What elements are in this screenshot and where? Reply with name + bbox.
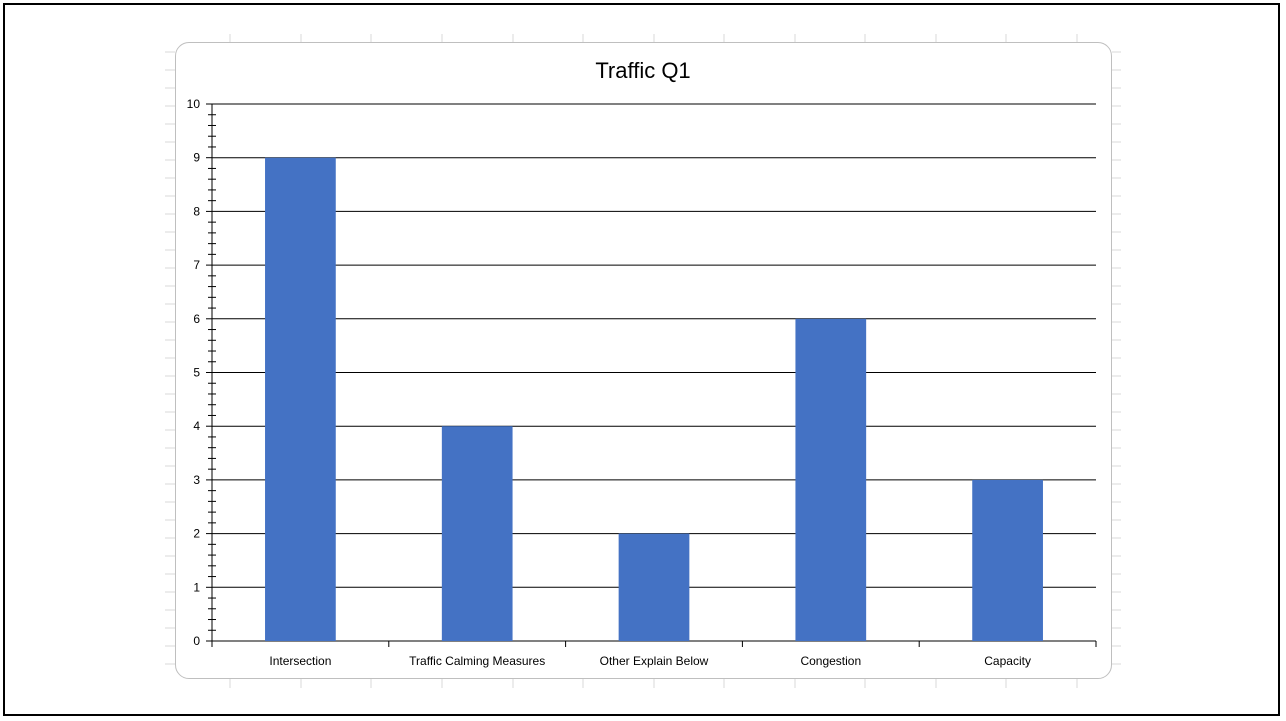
bar[interactable] bbox=[618, 533, 690, 641]
y-tick-label: 0 bbox=[193, 634, 200, 648]
x-tick-label: Congestion bbox=[800, 654, 861, 668]
bar[interactable] bbox=[441, 426, 513, 641]
x-tick-label: Intersection bbox=[269, 654, 331, 668]
y-tick-label: 10 bbox=[187, 97, 201, 111]
chart-title[interactable]: Traffic Q1 bbox=[595, 58, 691, 83]
bar[interactable] bbox=[265, 157, 336, 641]
y-tick-label: 4 bbox=[193, 419, 200, 433]
x-tick-label: Capacity bbox=[984, 654, 1031, 668]
y-tick-label: 6 bbox=[193, 312, 200, 326]
y-tick-label: 5 bbox=[193, 366, 200, 380]
bar[interactable] bbox=[795, 318, 867, 641]
y-tick-label: 3 bbox=[193, 473, 200, 487]
x-tick-label: Other Explain Below bbox=[600, 654, 709, 668]
y-tick-label: 7 bbox=[193, 258, 200, 272]
y-tick-label: 9 bbox=[193, 151, 200, 165]
x-tick-label: Traffic Calming Measures bbox=[409, 654, 545, 668]
y-tick-label: 2 bbox=[193, 527, 200, 541]
bar[interactable] bbox=[972, 479, 1043, 641]
y-tick-label: 8 bbox=[193, 204, 200, 218]
y-tick-label: 1 bbox=[193, 580, 200, 594]
